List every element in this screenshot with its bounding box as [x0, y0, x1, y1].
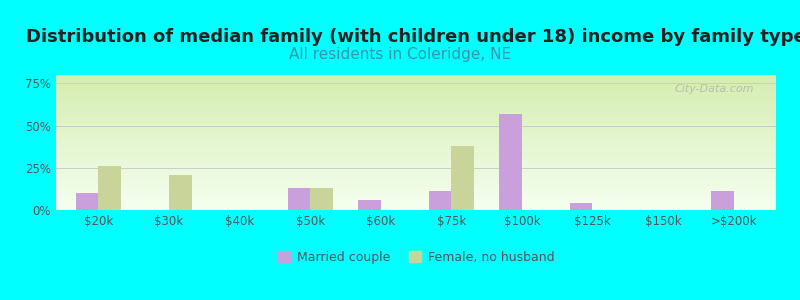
Legend: Married couple, Female, no husband: Married couple, Female, no husband [273, 245, 559, 268]
Bar [429, 191, 451, 210]
Bar [287, 188, 310, 210]
Text: City-Data.com: City-Data.com [675, 84, 754, 94]
Bar [358, 200, 381, 210]
Bar [76, 193, 98, 210]
Bar [169, 175, 191, 210]
Bar [451, 146, 474, 210]
Text: All residents in Coleridge, NE: All residents in Coleridge, NE [289, 46, 511, 62]
Bar [570, 203, 593, 210]
Bar [310, 188, 333, 210]
Bar [499, 114, 522, 210]
Title: Distribution of median family (with children under 18) income by family type: Distribution of median family (with chil… [26, 28, 800, 46]
Bar [98, 166, 121, 210]
Bar [711, 191, 734, 210]
